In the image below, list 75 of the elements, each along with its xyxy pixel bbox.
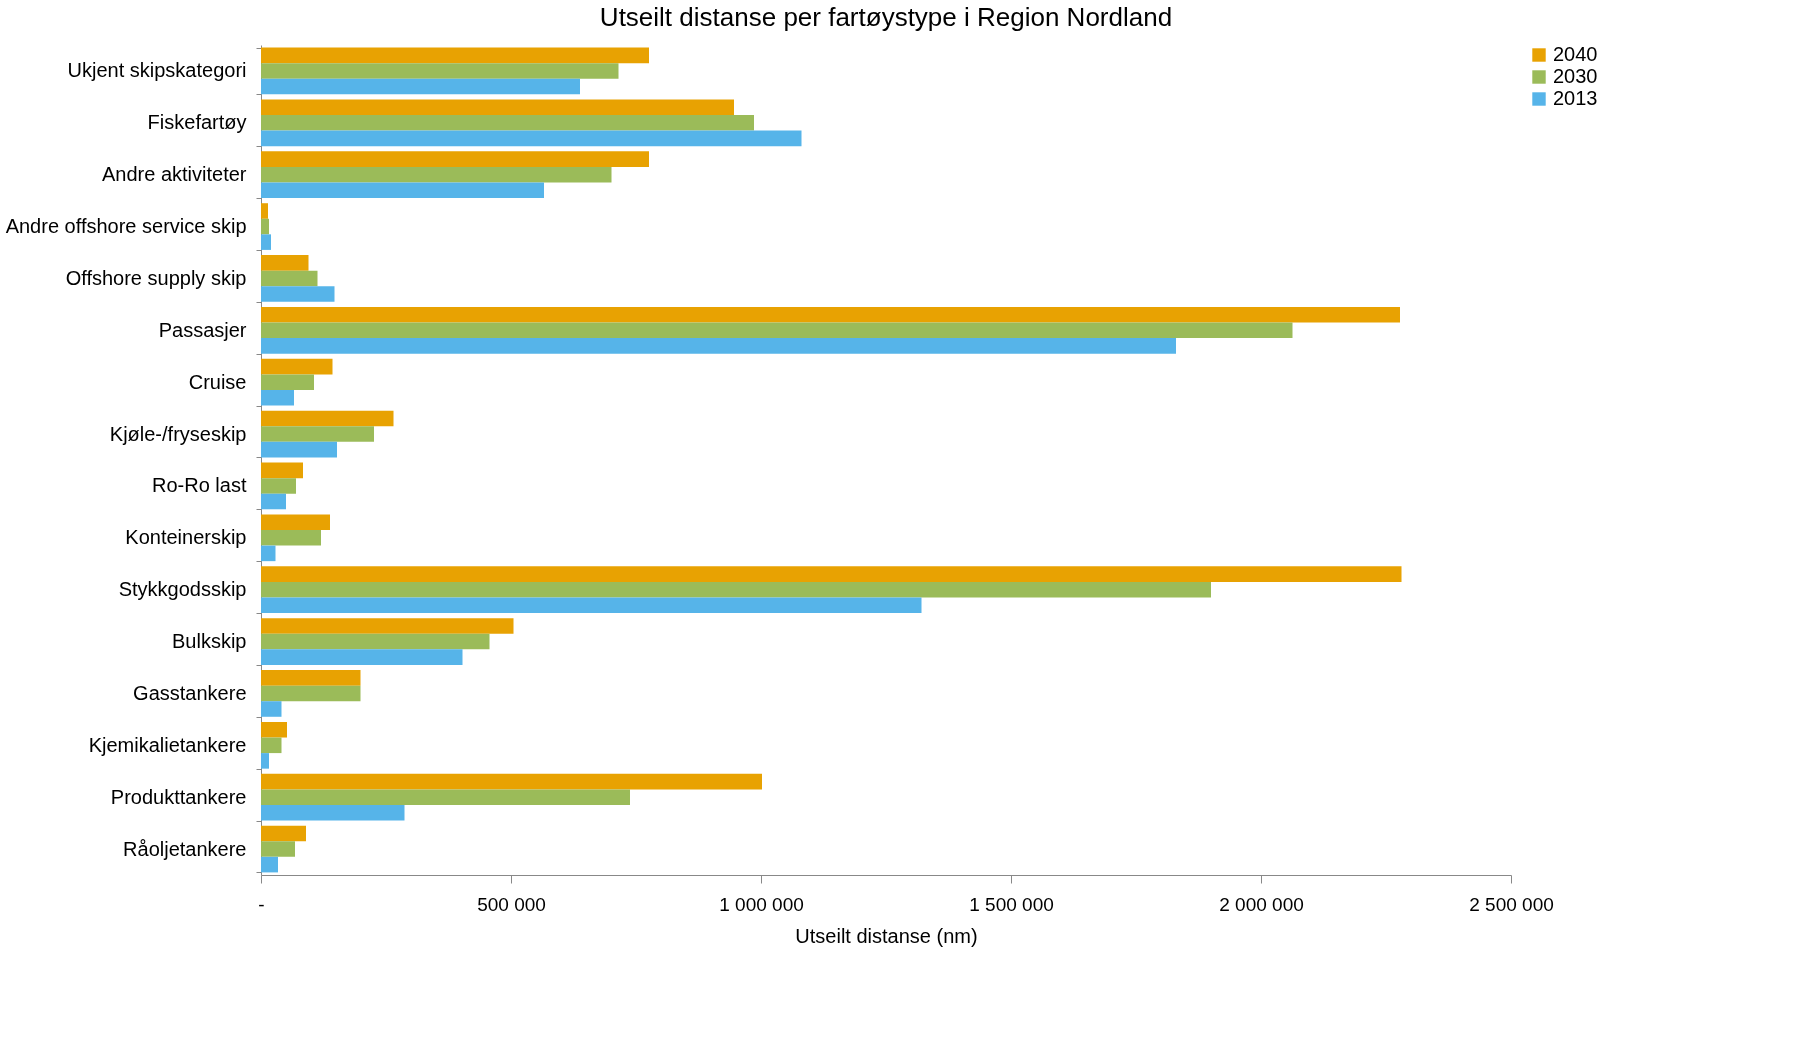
bar xyxy=(261,462,303,479)
x-tick-label: 2 000 000 xyxy=(1219,893,1304,915)
bar xyxy=(261,130,802,147)
y-tick-label: Cruise xyxy=(188,370,247,393)
bar xyxy=(261,493,286,510)
y-tick-label: Passasjer xyxy=(158,318,247,341)
bar xyxy=(261,566,1402,582)
bar xyxy=(261,203,268,219)
y-tick-label: Offshore supply skip xyxy=(65,266,247,289)
y-tick-label: Ro-Ro last xyxy=(152,474,247,497)
y-tick-label: Bulkskip xyxy=(172,630,247,653)
bar xyxy=(261,737,282,754)
bar xyxy=(261,322,1293,339)
legend-label: 2013 xyxy=(1553,87,1598,109)
bar xyxy=(261,47,649,64)
bar xyxy=(261,410,394,427)
bar xyxy=(261,753,269,769)
bar xyxy=(261,78,580,95)
bar xyxy=(261,804,405,821)
bar xyxy=(261,633,490,650)
y-tick-label: Kjemikalietankere xyxy=(88,733,247,756)
bar xyxy=(261,825,306,842)
bar xyxy=(261,701,282,717)
y-tick-label: Konteinerskip xyxy=(125,526,247,549)
bar xyxy=(261,530,321,546)
bar xyxy=(261,685,361,702)
bar xyxy=(261,63,619,79)
chart-title: Utseilt distanse per fartøystype i Region Nordland xyxy=(599,2,1173,32)
bar xyxy=(261,166,612,183)
bar xyxy=(261,721,287,738)
x-tick-label: 2 500 000 xyxy=(1469,893,1554,915)
x-tick-label: 1 500 000 xyxy=(969,893,1054,915)
x-tick-label: 1 000 000 xyxy=(719,893,804,915)
bar xyxy=(261,773,762,790)
x-tick-label: - xyxy=(258,893,265,915)
y-tick-label: Andre aktiviteter xyxy=(101,163,247,186)
y-tick-label: Gasstankere xyxy=(133,681,247,704)
bar xyxy=(261,374,314,390)
bar xyxy=(261,151,649,167)
legend-label: 2030 xyxy=(1553,65,1598,87)
bar xyxy=(261,115,754,131)
y-tick-label: Kjøle-/fryseskip xyxy=(109,422,247,445)
bar xyxy=(261,358,333,375)
bar xyxy=(261,234,271,250)
bar xyxy=(261,581,1211,598)
y-tick-label: Produkttankere xyxy=(110,785,247,808)
y-tick-label: Ukjent skipskategori xyxy=(67,59,247,82)
bar xyxy=(261,218,269,235)
bar xyxy=(261,286,335,302)
bar xyxy=(261,338,1176,354)
bar xyxy=(261,618,514,634)
bar xyxy=(261,441,337,458)
bar xyxy=(261,597,922,614)
bar xyxy=(261,306,1400,323)
bar xyxy=(261,670,361,686)
y-tick-label: Råoljetankere xyxy=(123,837,247,860)
bar xyxy=(261,389,294,406)
legend-label: 2040 xyxy=(1553,43,1598,65)
bar xyxy=(261,856,278,873)
bar xyxy=(261,99,734,116)
bar xyxy=(261,841,295,857)
bar xyxy=(261,789,630,805)
bar xyxy=(261,649,463,665)
bar xyxy=(261,478,296,494)
bar xyxy=(261,182,544,199)
bar xyxy=(261,255,309,271)
x-axis-title: Utseilt distanse (nm) xyxy=(795,924,978,947)
bar xyxy=(261,270,318,287)
bar xyxy=(261,426,374,442)
bar xyxy=(261,514,330,531)
y-tick-label: Stykkgodsskip xyxy=(118,578,247,601)
bar xyxy=(261,545,276,562)
y-tick-label: Fiskefartøy xyxy=(147,111,247,134)
x-tick-label: 500 000 xyxy=(477,893,546,915)
y-tick-label: Andre offshore service skip xyxy=(5,215,247,238)
